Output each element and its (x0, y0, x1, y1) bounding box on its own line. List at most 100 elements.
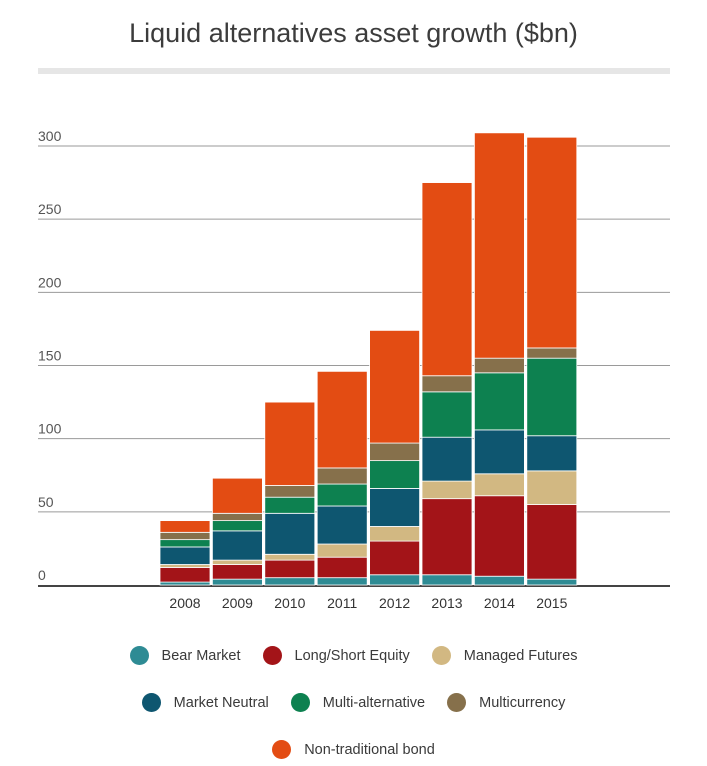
bar-segment (526, 504, 578, 580)
bar-segment (316, 577, 368, 586)
legend-item: Market Neutral (141, 693, 269, 712)
bar-segment (211, 564, 263, 580)
bar-segment (211, 477, 263, 514)
bar-segment (526, 470, 578, 505)
legend-swatch (141, 693, 161, 712)
bar-segment (421, 480, 473, 500)
bar-segment (264, 496, 316, 514)
y-tick-label: 0 (38, 567, 46, 583)
chart-title: Liquid alternatives asset growth ($bn) (129, 18, 578, 48)
legend-swatch (290, 693, 310, 712)
bar-segment (159, 531, 211, 541)
bar-segment (369, 460, 421, 489)
bar-segment (473, 495, 525, 577)
legend-label: Long/Short Equity (294, 647, 410, 664)
bar-segment (159, 539, 211, 548)
legend-swatch (262, 646, 282, 665)
legend-swatch (272, 740, 292, 759)
x-tick-label: 2011 (327, 595, 357, 611)
bar-segment (421, 498, 473, 576)
bar-segment (473, 372, 525, 431)
bar-segment (526, 578, 578, 586)
legend-label: Market Neutral (173, 694, 269, 711)
legend-label: Bear Market (161, 647, 241, 664)
y-tick-label: 250 (38, 201, 62, 217)
bar-segment (316, 483, 368, 507)
legend-item: Non-traditional bond (272, 740, 435, 759)
x-tick-label: 2010 (274, 595, 305, 611)
bar-segment (159, 564, 211, 568)
legend-row: Non-traditional bond (0, 740, 707, 759)
bar-segment (473, 575, 525, 586)
bar-segment (526, 347, 578, 359)
bar-segment (421, 436, 473, 482)
y-tick-label: 50 (38, 494, 54, 510)
bar-segment (159, 520, 211, 533)
bar-segment (264, 553, 316, 561)
stacked-bar-chart: 0 50 100 150 200 250 300 2008 2009 2010 2011 2012 20… (38, 128, 670, 611)
bar-segment (316, 505, 368, 545)
x-tick-label: 2009 (222, 595, 253, 611)
bar-segment (526, 136, 578, 349)
bar-segment (211, 559, 263, 565)
bar-segment (369, 540, 421, 576)
legend-item: Managed Futures (431, 646, 578, 665)
bars (159, 132, 578, 586)
legend-item: Bear Market (129, 646, 241, 665)
bar-segment (473, 357, 525, 374)
y-tick-label: 300 (38, 128, 62, 144)
axis-labels: 0 50 100 150 200 250 300 2008 2009 2010 2011 2012 20… (38, 128, 568, 611)
legend-item: Multi-alternative (290, 693, 426, 712)
bar-segment (421, 182, 473, 377)
bar-segment (526, 435, 578, 472)
legend-label: Non-traditional bond (304, 741, 435, 758)
bar-segment (264, 512, 316, 555)
bar-segment (526, 357, 578, 437)
bar-segment (473, 473, 525, 497)
x-tick-label: 2012 (379, 595, 410, 611)
legend-swatch (447, 693, 467, 712)
bar-segment (421, 391, 473, 438)
legend-swatch (431, 646, 451, 665)
bar-segment (316, 556, 368, 579)
bar-segment (211, 512, 263, 522)
legend-item: Long/Short Equity (262, 646, 410, 665)
bar-segment (369, 526, 421, 542)
bar-segment (159, 546, 211, 565)
bar-segment (316, 467, 368, 485)
title-divider (38, 68, 670, 74)
bar-segment (369, 442, 421, 462)
bar-segment (473, 132, 525, 359)
legend-item: Multicurrency (447, 693, 565, 712)
bar-segment (264, 577, 316, 586)
legend-label: Multicurrency (479, 694, 566, 711)
legend-label: Multi-alternative (322, 694, 426, 711)
bar-segment (211, 578, 263, 586)
bar-segment (211, 530, 263, 561)
bar-segment (421, 375, 473, 393)
bar-segment (316, 543, 368, 558)
bar-segment (316, 370, 368, 469)
legend-label: Managed Futures (463, 647, 578, 664)
legend-row: Bear Market Long/Short Equity Managed Futu… (0, 646, 707, 665)
y-tick-label: 200 (38, 274, 62, 290)
bar-segment (159, 581, 211, 586)
legend-row: Market Neutral Multi-alternative Multicurr… (0, 693, 707, 712)
y-tick-label: 100 (38, 421, 62, 437)
bar-segment (264, 485, 316, 498)
bar-segment (369, 574, 421, 586)
bar-segment (264, 401, 316, 486)
bar-segment (159, 567, 211, 583)
y-tick-label: 150 (38, 348, 62, 364)
x-tick-label: 2013 (431, 595, 462, 611)
bar-segment (421, 574, 473, 586)
legend-swatch (129, 646, 149, 665)
bar-segment (264, 559, 316, 579)
x-tick-label: 2014 (484, 595, 515, 611)
x-tick-label: 2015 (536, 595, 567, 611)
bar-segment (369, 488, 421, 527)
x-tick-label: 2008 (169, 595, 200, 611)
bar-segment (369, 329, 421, 444)
bar-segment (211, 520, 263, 532)
bar-segment (473, 429, 525, 475)
